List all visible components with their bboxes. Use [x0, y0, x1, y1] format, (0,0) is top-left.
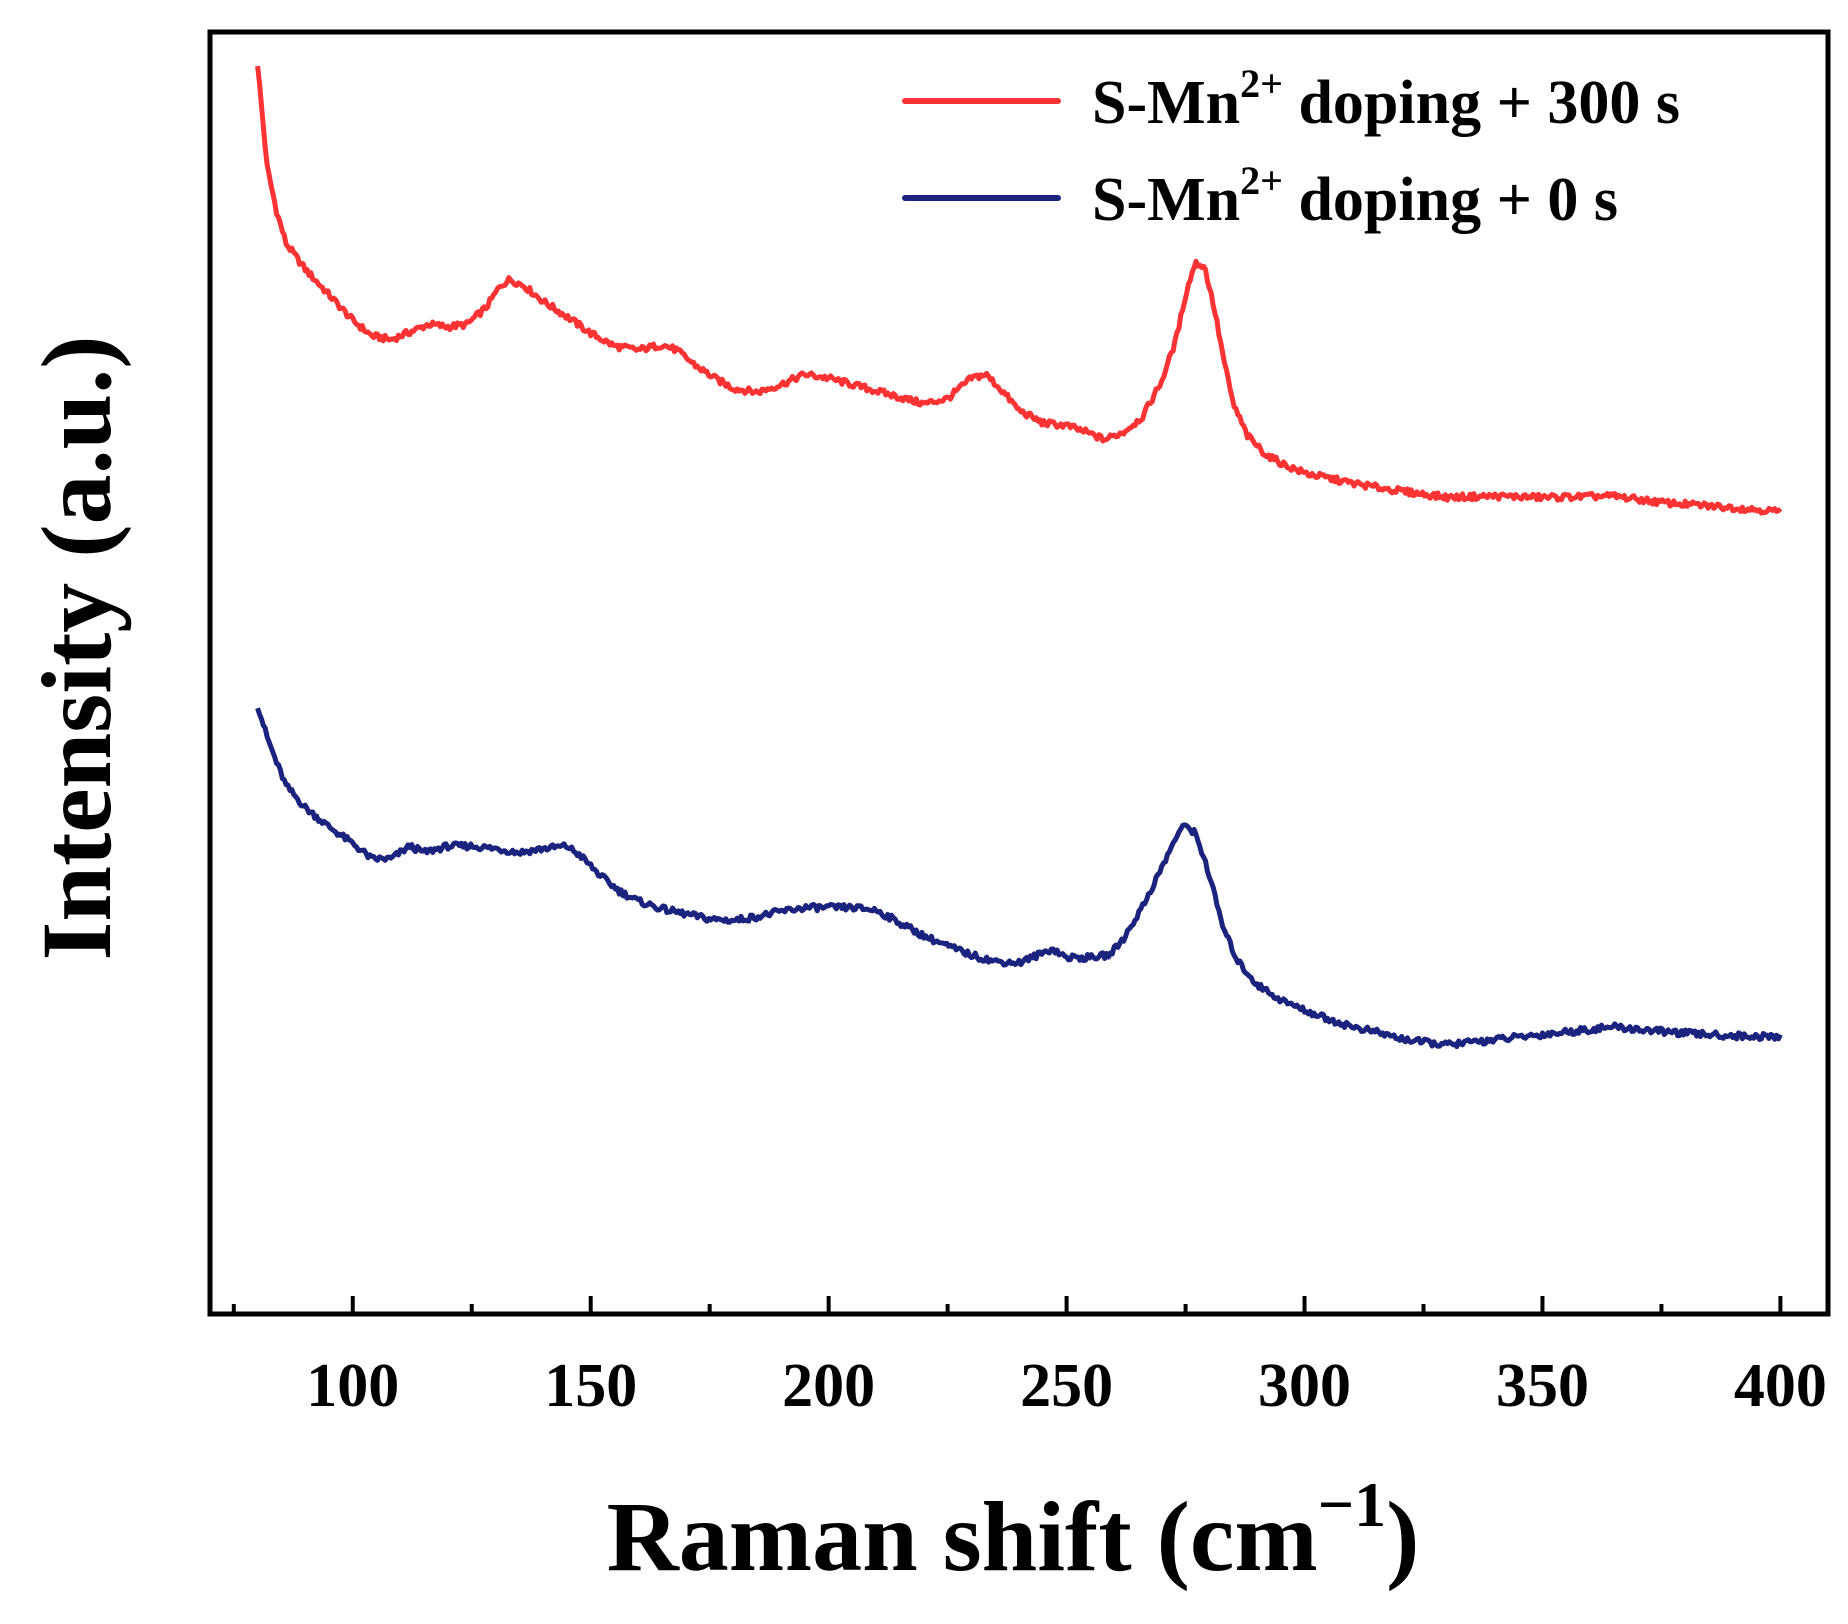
- legend-label-300s: S-Mn2+ doping + 300 s: [1092, 61, 1680, 137]
- series-layer: [255, 65, 1783, 1050]
- legend-300s-prefix: S-Mn: [1092, 69, 1240, 137]
- x-tick-label: 100: [306, 1352, 399, 1420]
- x-axis-title-sup: −1: [1318, 1469, 1386, 1540]
- x-axis-title: Raman shift (cm−1): [607, 1469, 1420, 1592]
- legend-300s-suffix: doping + 300 s: [1283, 69, 1680, 137]
- x-axis-title-main: Raman shift (cm: [607, 1481, 1318, 1592]
- x-tick-label: 400: [1734, 1352, 1827, 1420]
- x-tick-layer: 100 150 200 250 300 350 400: [231, 1296, 1827, 1420]
- plot-frame: [207, 29, 1831, 1317]
- legend-label-0s: S-Mn2+ doping + 0 s: [1092, 158, 1618, 234]
- x-tick-label: 250: [1020, 1352, 1113, 1420]
- series-line-0: [255, 65, 1783, 516]
- x-tick-label: 150: [544, 1352, 637, 1420]
- legend: S-Mn2+ doping + 300 s S-Mn2+ doping + 0 …: [902, 61, 1680, 234]
- legend-0s-prefix: S-Mn: [1092, 166, 1240, 234]
- legend-0s-sup: 2+: [1240, 158, 1283, 203]
- legend-0s-suffix: doping + 0 s: [1283, 166, 1618, 234]
- x-axis-title-close: ): [1386, 1481, 1419, 1592]
- x-tick-label: 200: [782, 1352, 875, 1420]
- x-tick-label: 300: [1258, 1352, 1351, 1420]
- y-axis-title: Intensity (a.u.): [21, 335, 132, 960]
- legend-300s-sup: 2+: [1240, 61, 1283, 106]
- x-tick-label: 350: [1496, 1352, 1589, 1420]
- series-line-1: [255, 707, 1783, 1050]
